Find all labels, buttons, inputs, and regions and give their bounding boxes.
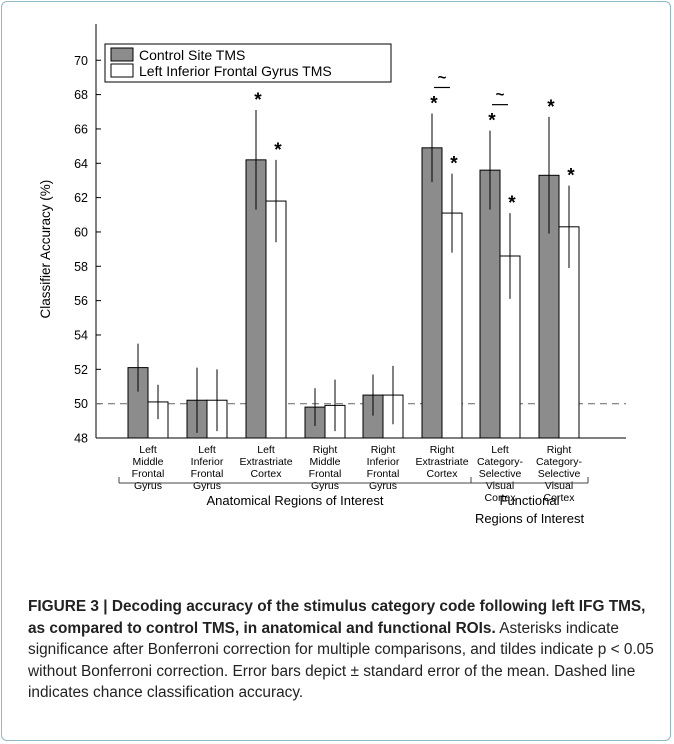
- significance-asterisk: *: [508, 193, 516, 214]
- category-label-line: Visual: [545, 480, 573, 492]
- group-label: Anatomical Regions of Interest: [206, 493, 383, 508]
- figure-caption: FIGURE 3 | Decoding accuracy of the stim…: [28, 596, 656, 704]
- category-label-line: Inferior: [191, 456, 224, 468]
- y-tick-label: 60: [74, 225, 88, 239]
- y-tick-label: 56: [74, 294, 88, 308]
- category-label-line: Gyrus: [369, 480, 397, 492]
- group-label-line: Regions of Interest: [475, 511, 585, 526]
- significance-asterisk: *: [488, 111, 496, 132]
- significance-asterisk: *: [567, 166, 575, 187]
- category-label-line: Left: [491, 444, 509, 456]
- category-label-line: Left: [257, 444, 275, 456]
- y-tick-label: 70: [74, 54, 88, 68]
- significance-asterisk: *: [254, 90, 262, 111]
- category-label-line: Frontal: [309, 468, 342, 480]
- category-label-line: Right: [430, 444, 455, 456]
- legend-swatch: [110, 47, 134, 62]
- category-label-line: Frontal: [191, 468, 224, 480]
- category-label-line: Cortex: [544, 492, 576, 504]
- category-label: Left Category-Selective Visual Cortex: [477, 444, 524, 504]
- category-label-line: Gyrus: [193, 480, 221, 492]
- category-label-line: Visual: [486, 480, 514, 492]
- caption-lead: FIGURE 3 | Decoding accuracy of the stim…: [28, 598, 646, 637]
- legend-swatch: [110, 63, 134, 78]
- category-label-line: Middle: [310, 456, 341, 468]
- category-label-line: Cortex: [485, 492, 517, 504]
- y-tick-label: 66: [74, 122, 88, 136]
- y-tick-label: 54: [74, 328, 88, 342]
- group-label-line: Functional: [500, 493, 560, 508]
- bar-chart: 48 50 52 54 56 58 60 62 64 66 68 70 Classifier Accur…: [38, 24, 626, 526]
- category-label: Right Inferior Frontal Gyrus: [367, 444, 400, 492]
- category-label: Left Inferior Frontal Gyrus: [191, 444, 224, 492]
- category-label-line: Inferior: [367, 456, 400, 468]
- category-label-line: Middle: [133, 456, 164, 468]
- tilde-mark: ~: [438, 69, 447, 86]
- category-label-line: Gyrus: [134, 480, 162, 492]
- y-axis-label: Classifier Accuracy (%): [38, 180, 53, 319]
- legend-box: [104, 43, 392, 83]
- category-label-line: Right: [547, 444, 572, 456]
- y-tick-label: 50: [74, 397, 88, 411]
- significance-asterisk: *: [274, 140, 282, 161]
- y-tick-label: 58: [74, 260, 88, 274]
- category-label-line: Frontal: [132, 468, 165, 480]
- significance-asterisk: *: [430, 93, 438, 114]
- legend-label: Left Inferior Frontal Gyrus TMS: [139, 63, 332, 79]
- y-tick-label: 64: [74, 157, 88, 171]
- category-label: Left Middle Frontal Gyrus: [132, 444, 165, 492]
- y-tick-label: 48: [74, 432, 88, 446]
- category-label-line: Selective: [479, 468, 522, 480]
- category-label-line: Right: [371, 444, 396, 456]
- group-label: Functional Regions of Interest: [475, 493, 585, 526]
- category-label-line: Cortex: [427, 468, 459, 480]
- significance-asterisk: *: [547, 97, 555, 118]
- category-label-line: Category-: [536, 456, 583, 468]
- category-label-line: Selective: [538, 468, 581, 480]
- category-label-line: Category-: [477, 456, 524, 468]
- caption-note: Asterisks indicate significance after Bo…: [28, 619, 654, 702]
- bar-control: [479, 169, 501, 439]
- category-label: Left Extrastriate Cortex: [239, 444, 292, 480]
- tilde-mark: ~: [496, 87, 505, 104]
- category-label-line: Frontal: [367, 468, 400, 480]
- group-label-line: Anatomical Regions of Interest: [206, 493, 383, 508]
- category-label-line: Left: [198, 444, 216, 456]
- y-tick-label: 52: [74, 363, 88, 377]
- category-label-line: Extrastriate: [239, 456, 292, 468]
- category-label-line: Cortex: [251, 468, 283, 480]
- bar-control: [421, 147, 443, 439]
- category-label-line: Left: [139, 444, 157, 456]
- y-tick-label: 68: [74, 88, 88, 102]
- significance-asterisk: *: [450, 154, 458, 175]
- category-label: Right Middle Frontal Gyrus: [309, 444, 342, 492]
- category-label-line: Right: [313, 444, 338, 456]
- legend-label: Control Site TMS: [139, 47, 245, 63]
- category-label: Right Extrastriate Cortex: [415, 444, 468, 480]
- y-tick-label: 62: [74, 191, 88, 205]
- category-label-line: Extrastriate: [415, 456, 468, 468]
- category-label-line: Gyrus: [311, 480, 339, 492]
